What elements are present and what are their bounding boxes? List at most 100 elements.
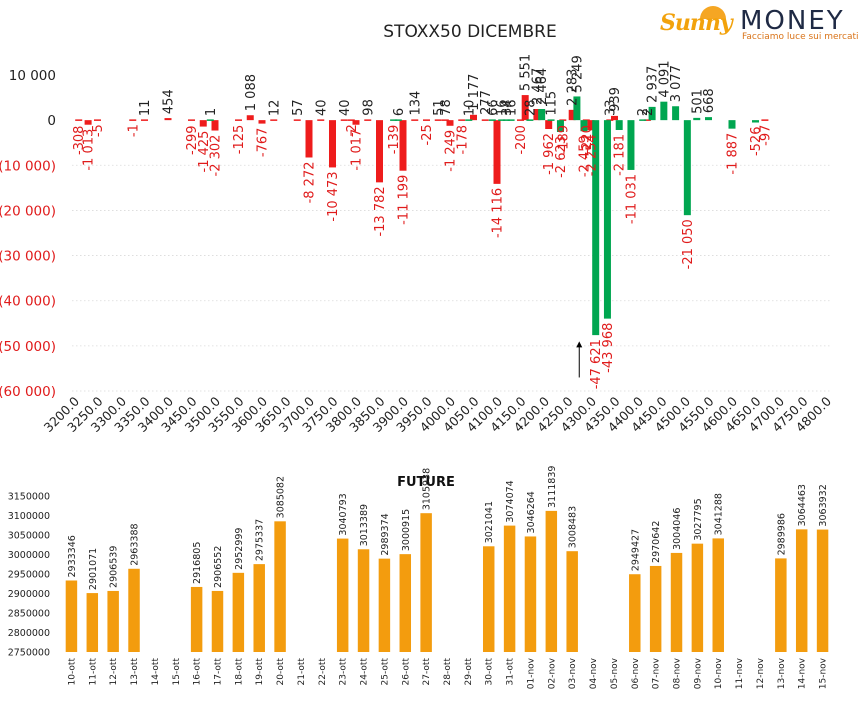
bar	[556, 120, 564, 132]
annotation	[576, 341, 583, 378]
data-label: 2989986	[776, 513, 787, 555]
y-tick-label: 2950000	[8, 570, 50, 581]
data-label: 2906552	[213, 546, 224, 588]
bar	[399, 120, 407, 171]
bar	[816, 529, 829, 652]
arrow-up-icon	[576, 341, 583, 348]
data-label: 10	[462, 100, 477, 117]
bar	[446, 120, 454, 126]
data-label: -10 473	[326, 171, 341, 221]
data-label: 2	[636, 108, 651, 116]
data-label: -308	[72, 126, 87, 156]
bar	[340, 119, 348, 121]
data-label: 16	[495, 100, 510, 117]
data-label: 98	[361, 99, 376, 116]
x-tick-label: 14-nov	[798, 657, 808, 689]
x-tick-label: 27-ott	[422, 658, 432, 686]
bar	[691, 543, 704, 652]
data-label: -2 302	[209, 135, 224, 177]
data-label: 11	[138, 100, 153, 117]
bar	[128, 568, 140, 652]
data-label: 2916805	[192, 542, 203, 584]
bar	[164, 118, 172, 121]
x-tick-label: 16-ott	[193, 658, 203, 686]
data-label: -125	[232, 125, 247, 155]
y-tick-label: 2850000	[8, 609, 50, 620]
x-tick-label: 06-nov	[631, 657, 641, 689]
x-axis: 3200.03250.03300.03350.03400.03450.03500…	[41, 393, 835, 435]
data-label: 3004046	[672, 508, 683, 550]
x-tick-label: 25-ott	[380, 658, 390, 686]
data-label: 51	[432, 99, 447, 116]
data-label: 2 467	[530, 68, 545, 105]
data-label: -200	[514, 125, 529, 155]
y-tick-label: 3150000	[8, 492, 50, 503]
y-tick-label: (30 000)	[0, 249, 56, 265]
data-label: 4 091	[657, 60, 672, 97]
bar	[648, 106, 656, 121]
y-tick-label: (20 000)	[0, 203, 56, 219]
data-label: 668	[702, 88, 717, 113]
data-label: 34	[500, 99, 515, 116]
data-label: 3027795	[693, 498, 704, 540]
data-label: -220	[580, 125, 595, 155]
data-label: -178	[455, 125, 470, 155]
x-tick-label: 29-ott	[464, 658, 474, 686]
bars	[75, 95, 769, 336]
x-tick-label: 21-ott	[297, 658, 307, 686]
data-label: -2 623	[554, 136, 569, 178]
bar	[507, 119, 515, 121]
data-label: 501	[690, 89, 705, 114]
y-tick-label: (50 000)	[0, 339, 56, 355]
x-tick-label: 03-nov	[568, 657, 578, 689]
bar	[712, 538, 724, 652]
bar	[458, 119, 466, 121]
x-tick-label: 24-ott	[360, 658, 370, 686]
data-label: 3008483	[568, 506, 579, 548]
bar	[639, 119, 647, 121]
data-label: 3021041	[484, 501, 495, 543]
data-label: -299	[185, 125, 200, 155]
data-label: 3105938	[422, 468, 433, 510]
bar	[592, 120, 600, 336]
y-tick-label: (10 000)	[0, 158, 56, 174]
data-label: 454	[162, 89, 177, 114]
data-label: 3 077	[669, 65, 684, 102]
data-label: -767	[256, 128, 271, 158]
data-label: 1	[204, 108, 219, 116]
data-label: 115	[545, 91, 560, 116]
data-label: -5	[91, 124, 106, 137]
data-label: -1 249	[444, 130, 459, 172]
data-label: 2933346	[67, 535, 78, 577]
x-tick-label: 15-nov	[819, 657, 829, 689]
bar	[423, 119, 430, 121]
x-tick-label: 10-ott	[67, 658, 77, 686]
bar	[232, 572, 245, 652]
x-tick-label: 08-nov	[673, 657, 683, 689]
bar	[364, 119, 372, 121]
bar	[660, 101, 668, 121]
future-chart: FUTURE 3150000 3100000 3050000 3000000 29500…	[8, 466, 829, 690]
bar	[649, 565, 662, 652]
bar	[795, 529, 808, 652]
bar	[347, 119, 355, 121]
bar	[376, 120, 383, 183]
bar	[566, 551, 578, 652]
bar	[498, 119, 506, 121]
bar	[107, 590, 119, 652]
data-label: 3074074	[505, 480, 516, 522]
x-tick-label: 15-ott	[172, 658, 182, 686]
bar	[141, 119, 148, 121]
data-label: 28	[523, 99, 538, 116]
data-label: 1 177	[467, 74, 482, 111]
bar	[526, 119, 534, 121]
data-label: 57	[291, 99, 306, 116]
data-label: 66	[486, 99, 501, 116]
bar	[521, 95, 529, 121]
bar	[775, 558, 787, 652]
data-label: -1 962	[542, 133, 557, 175]
logo-brand-left: Sunny	[660, 10, 733, 36]
bar	[568, 109, 576, 121]
bar	[672, 106, 680, 121]
data-label: 2 937	[646, 66, 661, 103]
